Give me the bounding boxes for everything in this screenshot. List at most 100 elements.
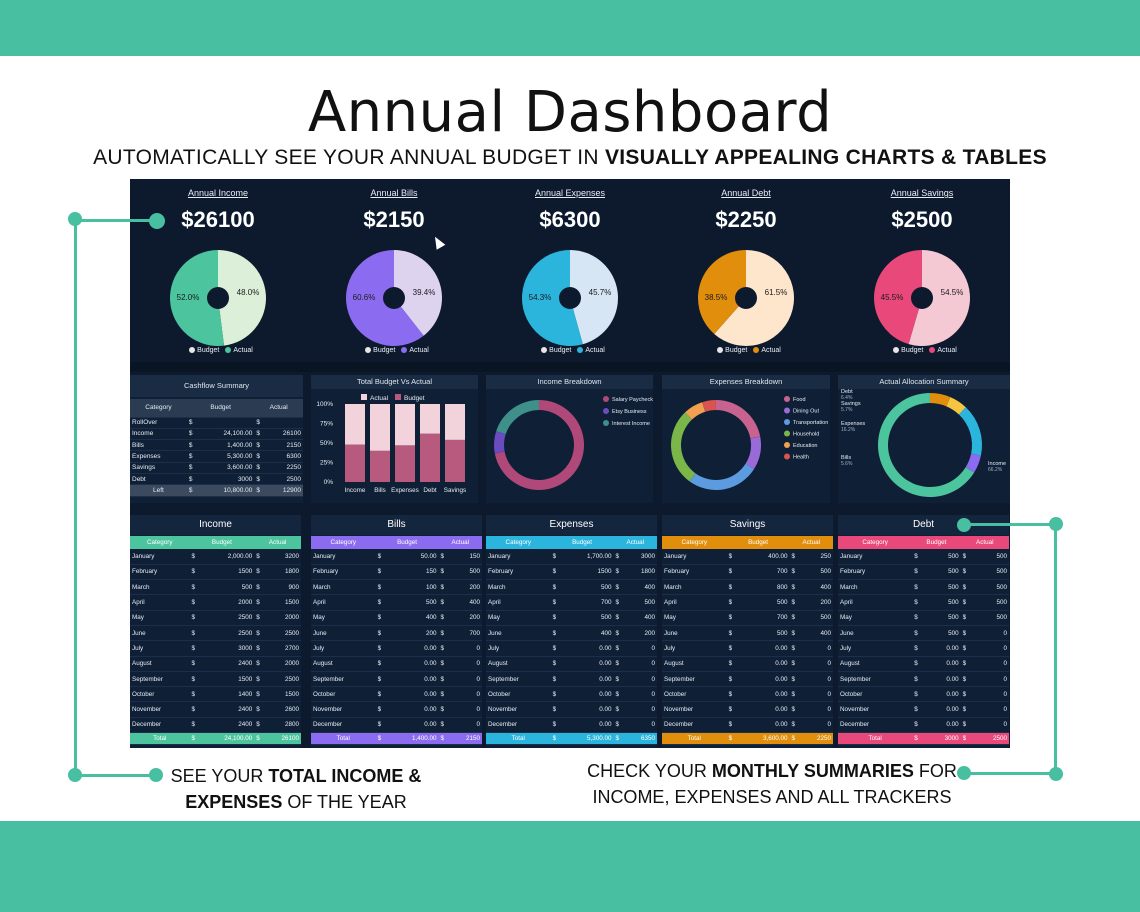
cell-actual: 0 <box>448 701 482 718</box>
kpi-label: Annual Savings <box>890 188 954 198</box>
bar-actual <box>345 404 365 445</box>
currency-symbol: $ <box>189 656 200 672</box>
cell-actual: 2500 <box>264 625 301 642</box>
table-row: April $ 500 $ 200 <box>662 594 833 611</box>
cell-month: February <box>311 564 376 581</box>
legend-budget-label: Budget <box>725 347 748 354</box>
legend-dot <box>784 396 790 402</box>
currency-symbol: $ <box>254 549 265 565</box>
table-header-row: Category Budget Actual <box>130 399 303 418</box>
cell-actual: 200 <box>623 625 657 642</box>
currency-symbol: $ <box>254 450 265 463</box>
kpi-pie-chart: 39.4% 60.6% <box>346 250 442 346</box>
allocation-label: Income <box>988 461 1006 467</box>
currency-symbol: $ <box>912 671 923 688</box>
currency-symbol: $ <box>189 625 200 642</box>
table-row: February $ 700 $ 500 <box>662 564 833 581</box>
currency-symbol: $ <box>726 656 737 672</box>
bar-budget <box>370 450 390 482</box>
cell-month: August <box>130 656 190 672</box>
pie-hole <box>735 287 757 309</box>
cell-actual: 2250 <box>264 462 303 474</box>
pie-legend: Budget Actual <box>306 347 482 354</box>
cell-actual: 400 <box>623 579 657 596</box>
cell-budget: 1400 <box>199 686 255 703</box>
currency-symbol: $ <box>375 701 386 718</box>
cell-month: September <box>838 671 913 688</box>
x-tick-label: Income <box>345 487 366 494</box>
table-row: September $ 0.00 $ 0 <box>838 671 1009 688</box>
callout-line <box>964 772 1056 775</box>
cell-month: June <box>662 625 727 642</box>
callout-node <box>1049 767 1063 781</box>
currency-symbol: $ <box>438 732 449 746</box>
cell-month: April <box>130 594 190 611</box>
pie-hole <box>383 287 405 309</box>
kpi-value: $26100 <box>181 207 255 232</box>
column-header: Budget <box>397 539 418 546</box>
cell-actual: 500 <box>448 564 482 581</box>
currency-symbol: $ <box>726 579 737 596</box>
currency-symbol: $ <box>960 579 971 596</box>
table-row: April $ 500 $ 400 <box>311 594 482 611</box>
cell-budget: 400.00 <box>736 549 790 565</box>
right-callout-bold-1: MONTHLY SUMMARIES <box>711 761 914 781</box>
cashflow-summary-panel: Cashflow Summary Category Budget Actual Ro… <box>130 375 303 503</box>
bar-actual <box>420 404 440 434</box>
monthly-table-title: Expenses <box>486 515 657 535</box>
currency-symbol: $ <box>186 428 197 441</box>
legend-swatch <box>395 394 401 400</box>
donut-segment <box>494 431 506 454</box>
currency-symbol: $ <box>375 564 386 581</box>
cell-actual: 0 <box>799 656 833 672</box>
column-header: Actual <box>254 399 303 418</box>
legend-actual-label: Actual <box>761 347 781 354</box>
legend-budget-label: Budget <box>197 347 220 354</box>
currency-symbol: $ <box>189 701 200 718</box>
currency-symbol: $ <box>789 564 800 581</box>
bottom-band <box>0 821 1140 912</box>
currency-symbol: $ <box>912 686 923 703</box>
currency-symbol: $ <box>960 625 971 642</box>
currency-symbol: $ <box>550 549 561 565</box>
cell-month: January <box>130 549 190 565</box>
table-header-row: Category Budget Actual <box>486 536 657 549</box>
currency-symbol: $ <box>189 610 200 626</box>
allocation-value: 5.6% <box>841 461 853 467</box>
currency-symbol: $ <box>254 701 265 718</box>
table-row: August $ 0.00 $ 0 <box>662 656 833 672</box>
total-row: Total $ 3,600.00 $ 2250 <box>662 732 833 746</box>
cell-total-budget: 3,600.00 <box>736 732 790 746</box>
allocation-label: Bills <box>841 455 851 461</box>
income-breakdown-title: Income Breakdown <box>486 375 653 389</box>
cell-actual: 0 <box>799 686 833 703</box>
cell-month: May <box>662 610 727 626</box>
right-callout-line-2: INCOME, EXPENSES AND ALL TRACKERS <box>592 787 952 807</box>
cell-month: July <box>130 640 190 657</box>
legend-label: Etsy Business <box>612 409 647 415</box>
cell-actual: 500 <box>970 564 1009 581</box>
cell-budget <box>196 417 255 429</box>
cell-actual: 0 <box>970 640 1009 657</box>
kpi-pie-chart: 48.0% 52.0% <box>170 250 267 346</box>
legend-label: Salary Paycheck <box>612 397 653 403</box>
currency-symbol: $ <box>189 671 200 688</box>
currency-symbol: $ <box>613 594 624 611</box>
cell-month: June <box>486 625 551 642</box>
table-row: August $ 0.00 $ 0 <box>486 656 657 672</box>
currency-symbol: $ <box>254 428 265 441</box>
cell-month: October <box>311 686 376 703</box>
currency-symbol: $ <box>189 594 200 611</box>
column-header: Actual <box>802 539 821 546</box>
cell-budget: 0.00 <box>385 671 439 688</box>
table-row: Debt $ 3000 $ 2500 <box>130 473 303 486</box>
column-header: Actual <box>976 539 994 546</box>
cell-actual: 0 <box>623 656 657 672</box>
cell-budget: 0.00 <box>385 686 439 703</box>
column-header: Budget <box>926 539 947 546</box>
currency-symbol: $ <box>613 701 624 718</box>
legend-actual-label: Actual <box>409 347 429 354</box>
table-row: December $ 0.00 $ 0 <box>662 717 833 734</box>
column-header: Budget <box>572 539 593 546</box>
currency-symbol: $ <box>613 686 624 703</box>
